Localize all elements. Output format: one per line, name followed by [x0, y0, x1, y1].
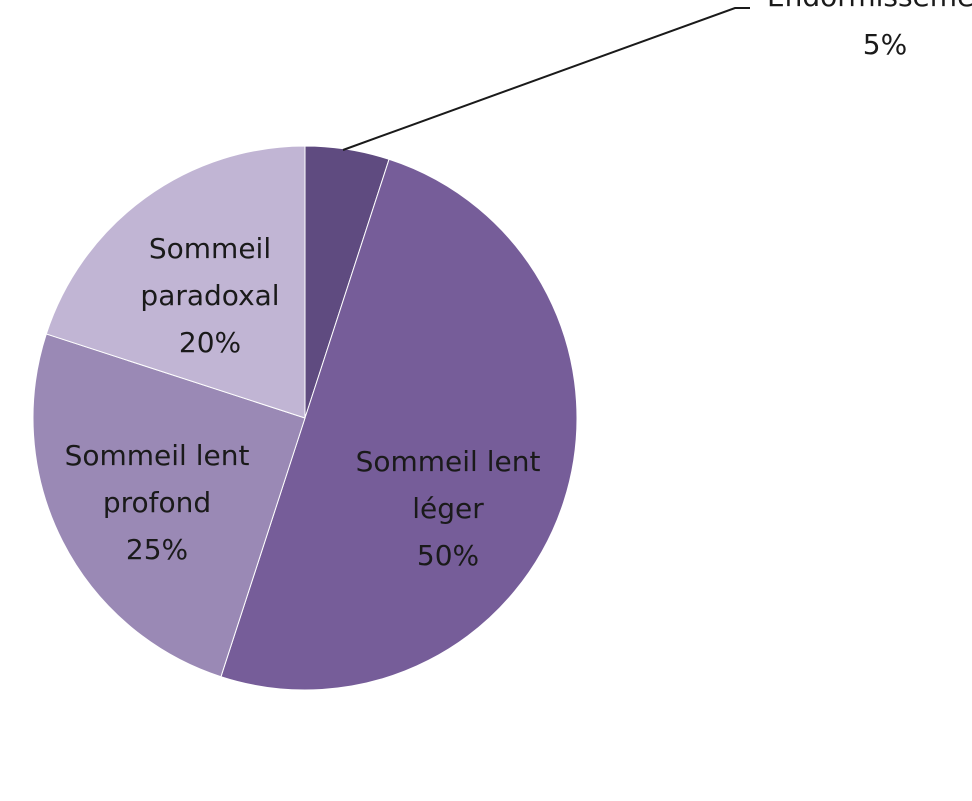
label-line: léger	[412, 492, 484, 525]
label-line: Sommeil lent	[65, 439, 250, 472]
label-line: paradoxal	[140, 279, 279, 312]
slice-label: Sommeil lent léger	[356, 445, 541, 525]
slice-label: Endormissement	[767, 0, 972, 13]
pie-slice	[220, 158, 578, 691]
label-line: Sommeil lent	[356, 445, 541, 478]
slice-label: Sommeil lent profond	[65, 439, 250, 519]
label-line: Sommeil	[149, 232, 271, 265]
pie-slice	[32, 333, 306, 678]
label-line: profond	[103, 486, 211, 519]
slice-value-label: 20%	[179, 326, 241, 359]
slice-label: Sommeil paradoxal	[140, 232, 279, 312]
pie-slice	[45, 145, 306, 419]
slice-value-label: 50%	[417, 539, 479, 572]
leader-line	[342, 7, 750, 151]
slice-value-label: 5%	[863, 28, 907, 61]
slice-value-label: 25%	[126, 533, 188, 566]
